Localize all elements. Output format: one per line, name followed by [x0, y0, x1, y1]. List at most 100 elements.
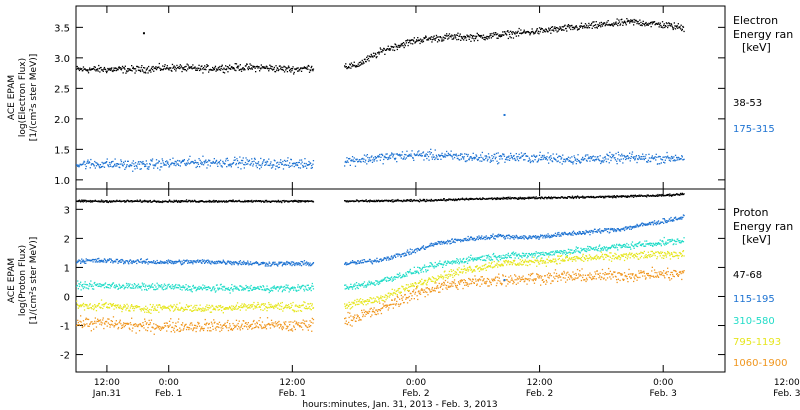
data-point: [389, 157, 392, 159]
data-point: [311, 282, 313, 285]
data-point: [289, 70, 291, 72]
data-point: [182, 285, 184, 287]
data-point: [517, 160, 520, 162]
data-point: [555, 159, 557, 161]
data-point: [387, 156, 389, 159]
data-point: [541, 158, 543, 161]
data-point: [646, 196, 648, 198]
data-point: [285, 264, 287, 266]
data-point: [496, 160, 498, 162]
data-point: [214, 287, 216, 290]
data-point: [492, 253, 494, 256]
data-point: [400, 43, 402, 45]
data-point: [375, 259, 377, 261]
data-point: [459, 154, 461, 156]
data-point: [178, 259, 180, 261]
data-point: [553, 27, 555, 30]
data-point: [519, 32, 521, 34]
data-point: [536, 257, 538, 259]
data-point: [589, 234, 591, 236]
data-point: [482, 197, 484, 199]
data-point: [98, 257, 100, 260]
data-point: [141, 163, 143, 165]
data-point: [311, 167, 313, 169]
data-point: [558, 28, 560, 30]
data-point: [509, 157, 511, 159]
data-point: [272, 166, 274, 168]
data-point: [291, 287, 293, 290]
data-point: [453, 262, 455, 264]
data-point: [364, 58, 366, 60]
data-point: [205, 159, 207, 161]
data-point: [100, 200, 102, 202]
data-point: [630, 226, 632, 228]
data-point: [376, 155, 379, 157]
data-point: [515, 35, 517, 37]
data-point: [657, 220, 660, 222]
data-point: [172, 263, 175, 265]
data-point: [230, 287, 232, 289]
data-point: [504, 197, 506, 199]
data-point: [565, 251, 567, 253]
data-point: [502, 234, 504, 237]
data-point: [444, 34, 446, 36]
data-point: [127, 287, 129, 289]
data-point: [174, 160, 176, 163]
data-point: [361, 62, 363, 64]
data-point: [407, 44, 409, 47]
data-point: [469, 239, 471, 241]
data-point: [81, 285, 83, 287]
data-point: [306, 68, 308, 70]
data-point: [550, 234, 553, 236]
data-point: [512, 31, 514, 33]
data-point: [94, 69, 96, 71]
data-point: [626, 196, 628, 198]
data-point: [102, 69, 104, 71]
data-point: [655, 153, 657, 155]
data-point: [277, 69, 279, 72]
data-point: [312, 68, 315, 70]
data-point: [544, 237, 546, 239]
data-point: [567, 248, 570, 250]
data-point: [478, 34, 480, 37]
data-point: [94, 167, 96, 169]
data-point: [81, 68, 83, 70]
data-point: [480, 238, 482, 240]
data-point: [640, 223, 643, 225]
data-point: [345, 264, 347, 266]
data-point: [604, 156, 606, 158]
data-point: [88, 69, 90, 71]
data-point: [133, 200, 136, 202]
data-point: [651, 156, 653, 159]
data-point: [472, 36, 474, 38]
data-point: [497, 236, 499, 238]
data-point: [86, 162, 88, 164]
data-point: [154, 67, 157, 70]
data-point: [297, 284, 299, 286]
data-point: [636, 223, 638, 226]
data-point: [441, 263, 443, 265]
data-point: [634, 194, 636, 196]
data-point: [481, 235, 483, 237]
data-point: [532, 161, 534, 163]
data-point: [115, 200, 117, 202]
data-point: [541, 196, 543, 198]
data-point: [212, 261, 214, 263]
data-point: [85, 199, 87, 202]
data-point: [394, 278, 396, 280]
data-point: [170, 67, 172, 69]
data-point: [452, 199, 454, 201]
data-point: [544, 157, 546, 159]
data-point: [204, 160, 206, 162]
data-point: [218, 200, 220, 202]
data-point: [621, 153, 623, 155]
data-point: [217, 69, 219, 71]
data-point: [626, 18, 628, 20]
data-point: [649, 23, 651, 25]
data-point: [300, 260, 302, 263]
data-point: [274, 160, 276, 162]
data-point: [379, 200, 381, 203]
data-point: [195, 286, 197, 288]
data-point: [618, 159, 621, 161]
data-point: [264, 265, 266, 267]
